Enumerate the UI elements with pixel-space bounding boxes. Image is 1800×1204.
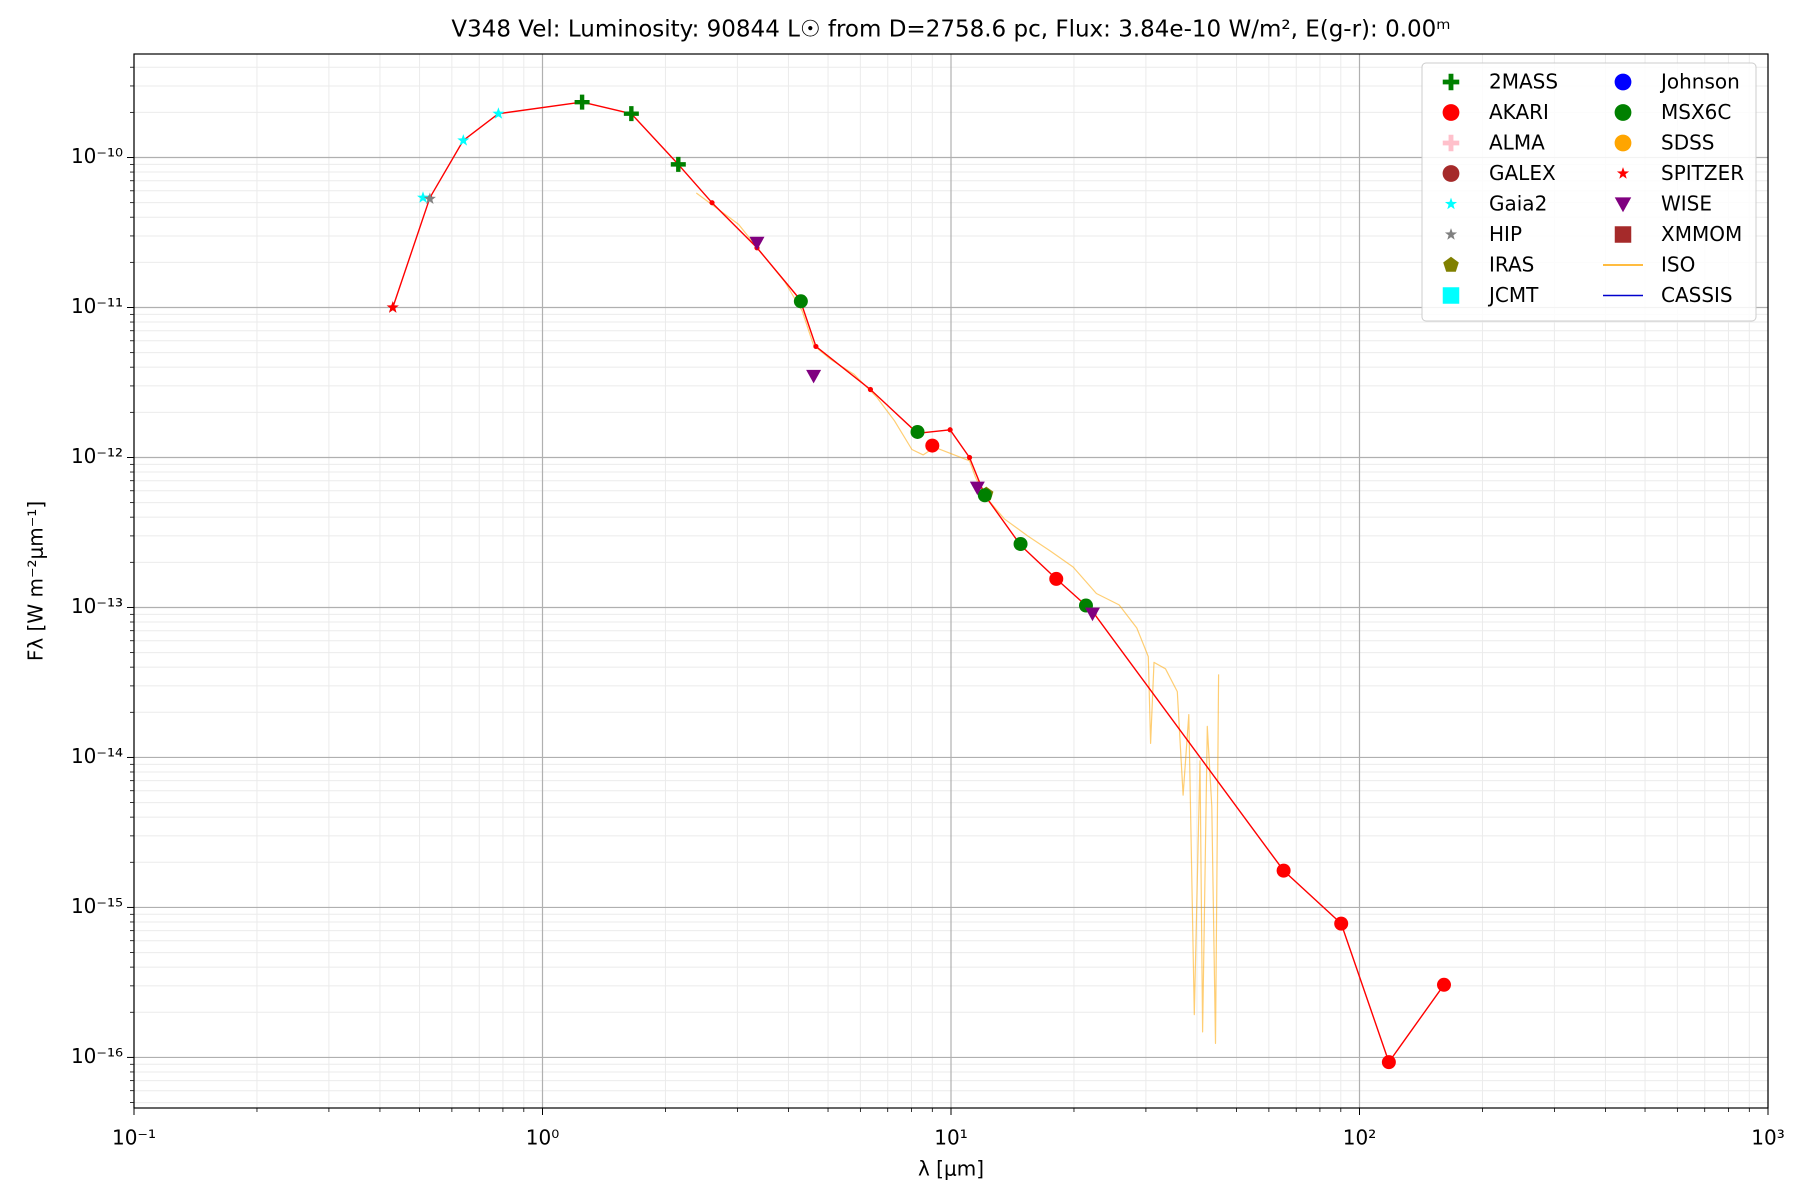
y-axis-label: Fλ [W m⁻²μm⁻¹] — [24, 501, 48, 661]
legend-label: GALEX — [1489, 161, 1556, 185]
legend-marker — [1442, 104, 1460, 121]
legend-marker — [1444, 197, 1458, 210]
marker — [386, 301, 399, 313]
marker — [1436, 977, 1451, 992]
legend-marker — [1442, 134, 1460, 152]
marker — [947, 427, 953, 433]
marker — [492, 107, 505, 119]
y-tick-label: 10⁻¹⁴ — [71, 744, 123, 768]
marker — [709, 200, 715, 206]
legend-label: 2MASS — [1489, 70, 1558, 94]
legend-label: Johnson — [1659, 70, 1740, 94]
x-tick-label: 10¹ — [934, 1126, 967, 1150]
legend-label: ALMA — [1489, 131, 1545, 155]
marker — [1084, 607, 1100, 622]
legend-marker — [1614, 104, 1632, 121]
y-tick-label: 10⁻¹⁰ — [71, 144, 123, 168]
y-tick-label: 10⁻¹⁶ — [71, 1044, 123, 1068]
legend-label: SDSS — [1661, 131, 1715, 155]
chart-title: V348 Vel: Luminosity: 90844 L☉ from D=27… — [451, 17, 1450, 43]
y-tick-label: 10⁻¹² — [71, 444, 123, 468]
marker — [457, 134, 470, 146]
marker — [793, 294, 808, 309]
marker — [813, 343, 819, 350]
marker — [966, 454, 973, 461]
plot-frame — [133, 53, 1769, 1109]
marker — [910, 424, 925, 439]
x-tick-label: 10³ — [1751, 1126, 1784, 1150]
legend: 2MASS AKARI ALMA GALEX Gaia2 HIP IRAS JCMT Johns… — [1421, 62, 1757, 322]
legend-marker — [1442, 165, 1460, 182]
legend-marker — [1442, 73, 1460, 91]
marker — [423, 192, 436, 204]
legend-marker — [1614, 226, 1632, 243]
marker — [867, 386, 874, 393]
legend-label: Gaia2 — [1489, 192, 1547, 216]
legend-label: MSX6C — [1661, 100, 1731, 124]
legend-box — [1421, 62, 1757, 322]
marker — [623, 106, 639, 122]
legend-marker — [1443, 256, 1459, 272]
legend-marker — [1614, 73, 1632, 91]
legend-label: AKARI — [1489, 100, 1549, 124]
series-line — [392, 101, 1445, 1063]
legend-label: IRAS — [1489, 253, 1534, 277]
x-tick-label: 10⁰ — [526, 1126, 559, 1150]
y-tick-label: 10⁻¹⁵ — [71, 894, 123, 918]
marker — [670, 156, 686, 172]
x-axis-label: λ [μm] — [918, 1157, 984, 1181]
marker — [1013, 536, 1028, 551]
marker — [1049, 571, 1064, 586]
marker — [977, 488, 992, 503]
legend-label: ISO — [1661, 253, 1695, 277]
marker — [806, 369, 822, 384]
y-tick-label: 10⁻¹¹ — [71, 294, 123, 318]
marker — [749, 236, 765, 251]
legend-marker — [1614, 134, 1632, 152]
legend-label: SPITZER — [1661, 161, 1744, 185]
legend-label: XMMOM — [1661, 222, 1742, 246]
legend-label: CASSIS — [1661, 283, 1733, 307]
marker — [1276, 863, 1291, 878]
legend-label: JCMT — [1487, 283, 1539, 307]
legend-label: WISE — [1661, 192, 1712, 216]
marker — [925, 438, 940, 453]
x-tick-label: 10² — [1343, 1126, 1376, 1150]
legend-marker — [1444, 228, 1458, 240]
marker — [969, 481, 985, 496]
legend-label: HIP — [1489, 222, 1522, 246]
marker — [417, 191, 430, 203]
marker — [1334, 916, 1349, 931]
y-tick-label: 10⁻¹³ — [71, 594, 123, 618]
legend-marker — [1614, 197, 1632, 213]
legend-marker — [1442, 287, 1460, 304]
legend-marker — [1616, 167, 1630, 179]
series-line — [695, 192, 1220, 1044]
marker — [1381, 1055, 1396, 1070]
x-tick-label: 10⁻¹ — [112, 1126, 156, 1150]
marker — [574, 94, 590, 110]
